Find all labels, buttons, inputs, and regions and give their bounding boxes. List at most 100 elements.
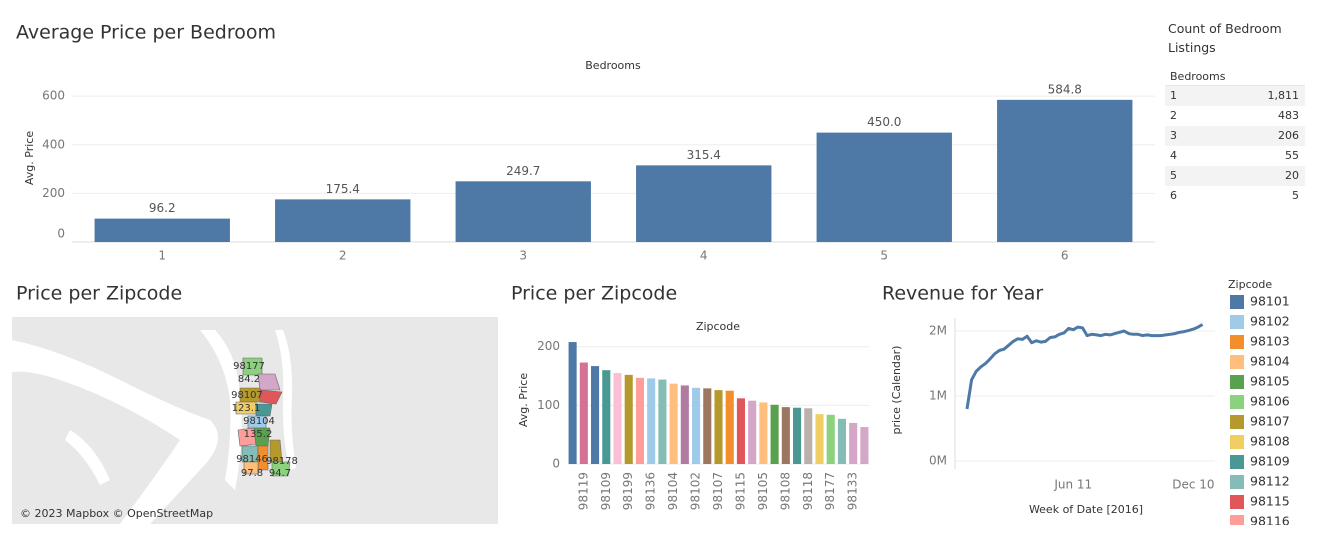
table-cell: 20 <box>1285 169 1299 182</box>
legend-swatch <box>1230 495 1244 509</box>
x-tick-label: 98136 <box>644 472 658 510</box>
table-cell: 5 <box>1292 189 1299 202</box>
x-axis-label: Week of Date [2016] <box>1029 503 1143 516</box>
table-title: Count of Bedroom Listings <box>1168 21 1282 55</box>
x-tick-label: 3 <box>519 249 527 263</box>
bar <box>849 422 858 464</box>
legend-label: 98109 <box>1250 454 1290 469</box>
y-tick-label: 200 <box>537 339 560 353</box>
map-water <box>12 340 218 524</box>
legend-swatch <box>1230 455 1244 469</box>
y-axis-label: price (Calendar) <box>890 346 903 435</box>
bar <box>94 218 230 242</box>
map-label: 98104 <box>243 416 275 427</box>
x-tick-label: 98119 <box>576 472 590 510</box>
bar <box>736 398 745 464</box>
map-label: 98146 <box>236 454 268 465</box>
legend-label: 98108 <box>1250 434 1290 449</box>
bar <box>725 390 734 464</box>
map <box>12 317 498 524</box>
y-axis-label: Avg. Price <box>23 131 36 185</box>
map-water <box>200 330 242 490</box>
legend-label: 98103 <box>1250 334 1290 349</box>
bar <box>837 418 846 464</box>
x-tick-label: Jun 11 <box>1053 478 1092 492</box>
bar <box>635 377 644 464</box>
legend: 98101 98102 98103 98104 98105 98106 98107 98108… <box>1230 294 1290 529</box>
x-tick-label: 98109 <box>599 472 613 510</box>
x-tick-label: Dec 10 <box>1172 478 1214 492</box>
bar <box>770 404 779 464</box>
bar <box>658 379 667 464</box>
bar <box>781 407 790 464</box>
map-label: 123.1 <box>232 403 261 414</box>
map-label: 97.8 <box>241 468 263 479</box>
legend-swatch <box>1230 435 1244 449</box>
map-attribution: © 2023 Mapbox © OpenStreetMap <box>20 507 213 520</box>
y-tick-label: 400 <box>42 137 65 151</box>
map-label: 94.7 <box>269 468 291 479</box>
bar <box>860 427 869 464</box>
legend-swatch <box>1230 375 1244 389</box>
bar <box>997 99 1133 242</box>
legend-title: Zipcode <box>1228 278 1272 291</box>
y-tick-label: 0 <box>552 457 560 471</box>
zip-polygons <box>235 357 291 477</box>
table-row-band <box>1165 166 1305 186</box>
line <box>965 323 1204 410</box>
legend-label: 98104 <box>1250 354 1290 369</box>
bar <box>602 370 611 464</box>
legend-swatch <box>1230 295 1244 309</box>
data-label: 584.8 <box>1048 82 1082 96</box>
legend-label: 98112 <box>1250 474 1290 489</box>
table-cell: 2 <box>1170 109 1177 122</box>
bar <box>669 383 678 464</box>
legend-label: 98101 <box>1250 294 1290 309</box>
legend-swatch <box>1230 395 1244 409</box>
y-tick-label: 2M <box>929 324 947 338</box>
map-label: 98107 <box>231 390 263 401</box>
table-cell: 1,811 <box>1268 89 1300 102</box>
x-tick-label: 4 <box>700 249 708 263</box>
map-label: 98177 <box>233 361 265 372</box>
chart-title: Price per Zipcode <box>511 283 677 305</box>
y-tick-label: 100 <box>537 398 560 412</box>
x-tick-label: 98108 <box>778 472 792 510</box>
data-label: 249.7 <box>506 164 540 178</box>
x-tick-label: 98118 <box>801 472 815 510</box>
y-tick-label: 200 <box>42 186 65 200</box>
legend-label: 98107 <box>1250 414 1290 429</box>
chart-title: Revenue for Year <box>882 283 1043 305</box>
bar <box>804 408 813 464</box>
bar <box>826 414 835 464</box>
legend-swatch <box>1230 355 1244 369</box>
bar <box>624 374 633 464</box>
bar <box>759 402 768 464</box>
table-cell: 5 <box>1170 169 1177 182</box>
legend-swatch <box>1230 315 1244 329</box>
y-tick-label: 0M <box>929 454 947 468</box>
bar <box>748 400 757 464</box>
bar <box>636 165 772 242</box>
map-label: 84.2 <box>238 374 260 385</box>
table-cell: 55 <box>1285 149 1299 162</box>
x-tick-label: 98199 <box>621 472 635 510</box>
x-tick-label: 2 <box>339 249 347 263</box>
x-axis-label: Bedrooms <box>585 59 641 72</box>
legend-swatch <box>1230 475 1244 489</box>
y-tick-label: 0 <box>57 227 65 241</box>
legend-swatch <box>1230 335 1244 349</box>
data-label: 96.2 <box>149 201 176 215</box>
legend-swatch <box>1230 415 1244 429</box>
legend-label: 98116 <box>1250 514 1290 529</box>
table-row-band <box>1165 126 1305 146</box>
legend-label: 98106 <box>1250 394 1290 409</box>
bar <box>703 388 712 464</box>
bar <box>793 407 802 464</box>
data-label: 175.4 <box>326 182 360 196</box>
legend-label: 98115 <box>1250 494 1290 509</box>
data-label: 315.4 <box>687 148 721 162</box>
table-cell: 1 <box>1170 89 1177 102</box>
table-row-band <box>1165 86 1305 106</box>
